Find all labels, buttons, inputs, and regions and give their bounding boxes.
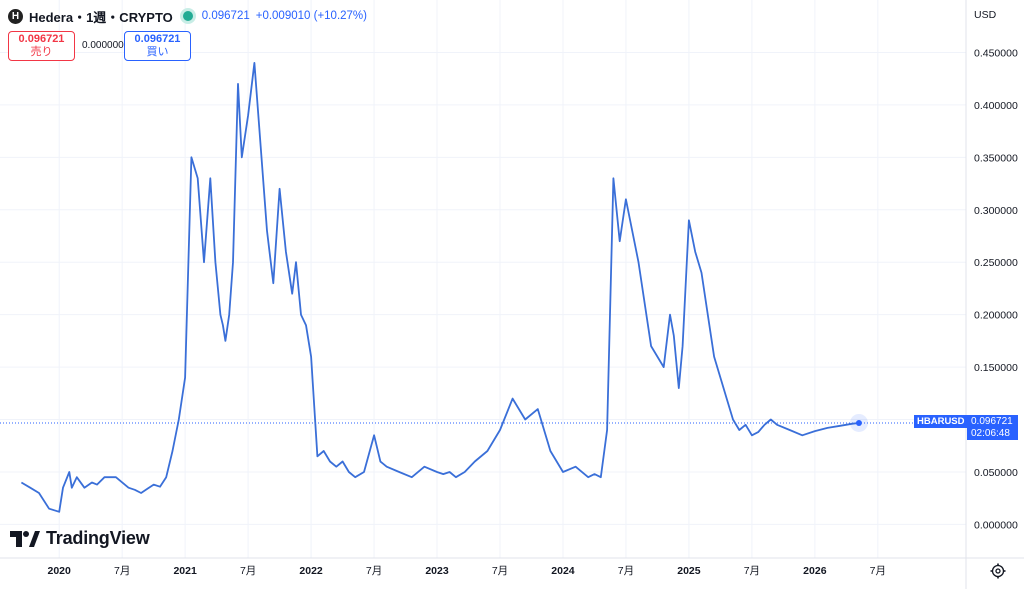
sell-price: 0.096721 (18, 33, 65, 45)
x-tick-label: 7月 (240, 565, 256, 577)
tradingview-logo-icon (10, 530, 40, 547)
sell-label: 売り (30, 46, 53, 58)
header-price: 0.096721 (201, 10, 250, 22)
y-tick-label: 0.250000 (974, 257, 1018, 269)
chart-grid (0, 0, 966, 558)
symbol-title[interactable]: Hedera・1週・CRYPTO (29, 9, 173, 25)
y-tick-label: 0.000000 (974, 519, 1018, 531)
x-tick-label: 2025 (677, 565, 701, 577)
x-tick-label: 2022 (299, 565, 323, 577)
x-tick-label: 7月 (366, 565, 382, 577)
x-tick-label: 2024 (551, 565, 575, 577)
last-price-tag: 0.096721 02:06:48 (967, 415, 1018, 440)
currency-label: USD (974, 9, 997, 21)
x-tick-label: 2023 (425, 565, 449, 577)
bar-countdown: 02:06:48 (971, 428, 1010, 439)
hedera-logo-icon: H (8, 8, 23, 24)
header-change: +0.009010 (+10.27%) (255, 10, 367, 22)
x-tick-label: 7月 (492, 565, 508, 577)
y-tick-label: 0.050000 (974, 467, 1018, 479)
watermark-text: TradingView (46, 528, 150, 548)
x-tick-label: 7月 (870, 565, 886, 577)
spread-value: 0.000000 (82, 40, 124, 51)
time-axis: 2020 7月 2021 7月 2022 7月 2023 7月 2024 7月 2025 7月 2026… (48, 565, 886, 577)
last-price-value: 0.096721 (971, 416, 1013, 427)
price-axis: 0.0000000.0500000.1000000.1500000.200000… (974, 47, 1018, 531)
y-tick-label: 0.350000 (974, 152, 1018, 164)
symbol-header: H Hedera・1週・CRYPTO 0.096721 +0.009010 (+… (8, 6, 367, 26)
series-line (20, 62, 859, 513)
symbol-price-label: HBARUSD (914, 415, 968, 428)
y-tick-label: 0.400000 (974, 100, 1018, 112)
gear-icon[interactable] (989, 562, 1007, 580)
market-open-status-icon (182, 11, 193, 21)
x-tick-label: 2026 (803, 565, 827, 577)
y-tick-label: 0.200000 (974, 310, 1018, 322)
logo-letter: H (11, 10, 20, 22)
y-tick-label: 0.150000 (974, 362, 1018, 374)
buy-button[interactable]: 0.096721 買い (124, 31, 191, 61)
x-tick-label: 2020 (48, 565, 72, 577)
x-tick-label: 2021 (173, 565, 197, 577)
x-tick-label: 7月 (618, 565, 634, 577)
buy-label: 買い (146, 46, 169, 58)
currency-selector[interactable]: USD (967, 4, 1019, 26)
sell-button[interactable]: 0.096721 売り (8, 31, 75, 61)
last-point-marker (855, 419, 862, 426)
x-tick-label: 7月 (744, 565, 760, 577)
x-tick-label: 7月 (114, 565, 130, 577)
y-tick-label: 0.450000 (974, 47, 1018, 59)
tradingview-watermark: TradingView (10, 528, 150, 549)
y-tick-label: 0.300000 (974, 205, 1018, 217)
buy-price: 0.096721 (134, 33, 181, 45)
